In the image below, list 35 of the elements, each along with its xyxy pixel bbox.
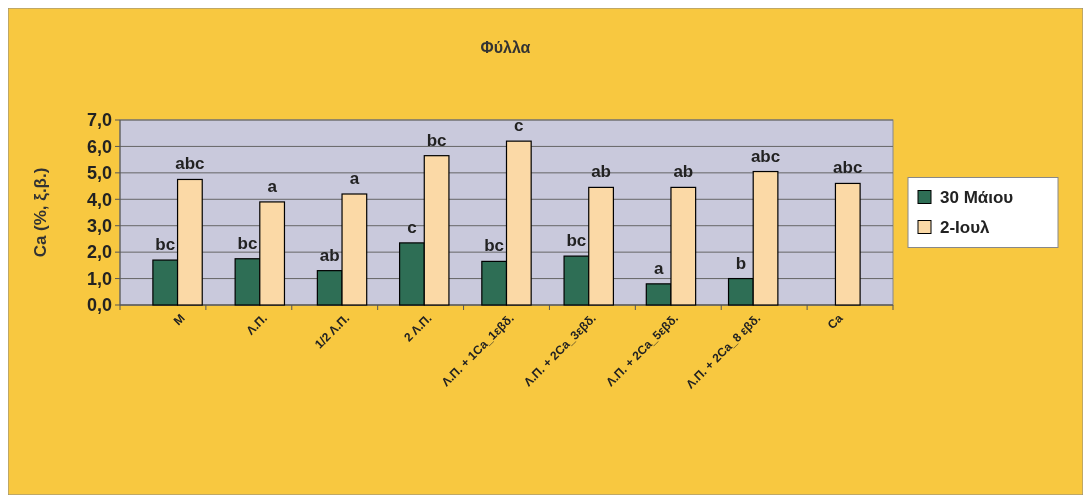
data-label: bc xyxy=(484,236,505,256)
y-tick-label: 7,0 xyxy=(86,110,112,131)
y-tick-label: 1,0 xyxy=(86,268,112,289)
data-label: c xyxy=(514,116,524,136)
bar xyxy=(834,182,861,306)
data-label: b xyxy=(735,253,747,273)
chart-title: Φύλλα xyxy=(480,39,531,56)
y-tick-label: 6,0 xyxy=(86,136,112,157)
data-label: c xyxy=(407,217,417,237)
legend-label: 30 Μάιου xyxy=(940,188,1014,208)
data-label: a xyxy=(349,169,360,188)
x-tick-label: 1/2 Λ.Π. xyxy=(311,311,353,352)
data-label: ab xyxy=(591,162,611,182)
x-tick-label: Ca xyxy=(824,310,846,332)
data-label: bc xyxy=(155,235,176,255)
data-label: abc xyxy=(833,158,863,178)
x-tick-label: Λ.Π. xyxy=(243,311,270,338)
data-label: a xyxy=(267,176,278,196)
data-label: abc xyxy=(750,146,781,166)
y-tick-label: 2,0 xyxy=(86,242,112,263)
data-label: a xyxy=(653,258,664,278)
y-tick-label: 3,0 xyxy=(86,216,112,237)
data-label: ab xyxy=(673,162,694,182)
y-tick-label: 0,0 xyxy=(86,295,112,316)
data-label: abc xyxy=(175,154,205,174)
x-tick-label: 2 Λ.Π. xyxy=(401,311,435,345)
x-tick-label: Μ xyxy=(170,311,188,329)
y-axis-title: Ca (%, ξ.β.) xyxy=(31,167,50,258)
data-label: bc xyxy=(426,130,447,150)
legend-label: 2-Ιουλ xyxy=(940,218,991,238)
data-label: bc xyxy=(566,231,587,251)
y-tick-label: 5,0 xyxy=(86,163,112,184)
y-tick-label: 4,0 xyxy=(86,189,112,210)
data-label: ab xyxy=(319,245,340,265)
data-label: bc xyxy=(237,233,258,253)
